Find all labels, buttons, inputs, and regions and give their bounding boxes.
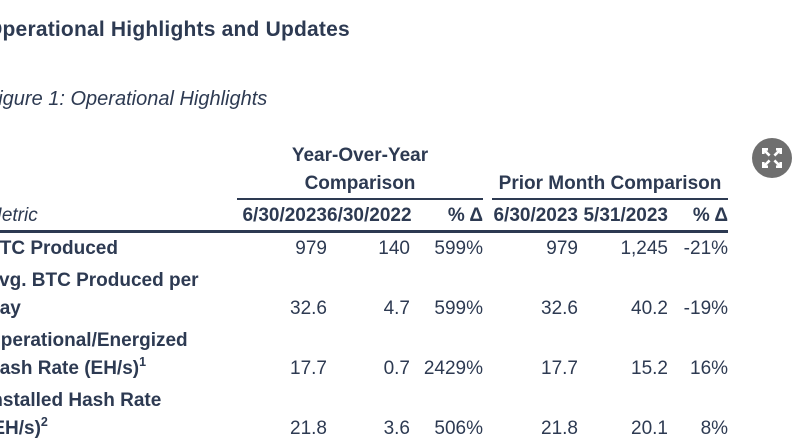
table-row-installed-hash-rate: Installed Hash Rate (EH/s)2 21.8 3.6 506… — [0, 385, 728, 445]
cell-gap — [483, 325, 492, 385]
cell-value: 32.6 — [290, 298, 327, 319]
column-header-pm-delta: % Δ — [668, 199, 729, 233]
cell-value: 16% — [690, 358, 729, 379]
cell-value: 20.1 — [631, 418, 668, 439]
column-header-metric: Metric — [0, 199, 237, 233]
cell-value: 8% — [700, 418, 729, 439]
cell-value: 3.6 — [383, 418, 410, 439]
table-row-operational-hash-rate: Operational/Energized Hash Rate (EH/s)1 … — [0, 325, 728, 385]
cell-value: 21.8 — [541, 418, 578, 439]
cell-value: -21% — [683, 238, 729, 259]
cell-value: 140 — [378, 238, 410, 259]
operational-highlights-table: Year-Over-Year Comparison Prior Month Co… — [0, 142, 729, 445]
figure-caption: Figure 1: Operational Highlights — [0, 88, 268, 110]
cell-value: 1,245 — [620, 238, 668, 259]
column-header-pm-current: 6/30/2023 — [492, 199, 578, 233]
expand-button[interactable] — [752, 138, 792, 178]
table-row-avg-btc-per-day: Avg. BTC Produced per Day 32.6 4.7 599% … — [0, 265, 728, 325]
page-title: Operational Highlights and Updates — [0, 18, 350, 41]
column-header-yoy-current: 6/30/2023 — [237, 199, 327, 233]
column-header-pm-prior: 5/31/2023 — [578, 199, 668, 233]
cell-value: 32.6 — [541, 298, 578, 319]
cell-value: 599% — [434, 298, 483, 319]
metric-label: Operational/Energized Hash Rate (EH/s)1 — [0, 330, 188, 379]
cell-value: 15.2 — [631, 358, 668, 379]
cell-value: 979 — [295, 238, 327, 259]
table-column-header-row: Metric 6/30/2023 6/30/2022 % Δ 6/30/2023… — [0, 199, 729, 233]
cell-gap — [483, 232, 492, 266]
group-header-yoy: Year-Over-Year Comparison — [237, 142, 483, 200]
cell-value: 17.7 — [541, 358, 578, 379]
cell-value: 506% — [434, 418, 483, 439]
cell-value: 21.8 — [290, 418, 327, 439]
cell-value: 0.7 — [383, 358, 410, 379]
cell-value: 17.7 — [290, 358, 327, 379]
column-header-yoy-prior: 6/30/2022 — [327, 199, 412, 233]
expand-icon — [752, 138, 792, 178]
group-header-spacer — [0, 142, 237, 199]
column-header-yoy-delta: % Δ — [410, 199, 483, 233]
cell-value: 599% — [434, 238, 483, 259]
cell-value: 40.2 — [631, 298, 668, 319]
metric-label: Installed Hash Rate (EH/s)2 — [0, 390, 162, 439]
column-header-gap — [483, 199, 492, 233]
table-group-header-row: Year-Over-Year Comparison Prior Month Co… — [0, 142, 729, 200]
metric-label: BTC Produced — [0, 238, 118, 259]
cell-value: 2429% — [423, 358, 483, 379]
document-content: Operational Highlights and Updates Figur… — [0, 18, 729, 445]
footnote-marker: 1 — [139, 354, 147, 369]
footnote-marker: 2 — [40, 414, 48, 429]
group-header-prior-month: Prior Month Comparison — [492, 142, 729, 200]
group-header-gap — [483, 142, 492, 199]
cell-value: -19% — [683, 298, 729, 319]
table-row-btc-produced: BTC Produced 979 140 599% 979 1,245 -21% — [0, 232, 728, 266]
cell-value: 4.7 — [383, 298, 410, 319]
cell-value: 979 — [546, 238, 578, 259]
metric-label: Avg. BTC Produced per Day — [0, 270, 199, 319]
cell-gap — [483, 385, 492, 445]
cell-gap — [483, 265, 492, 325]
